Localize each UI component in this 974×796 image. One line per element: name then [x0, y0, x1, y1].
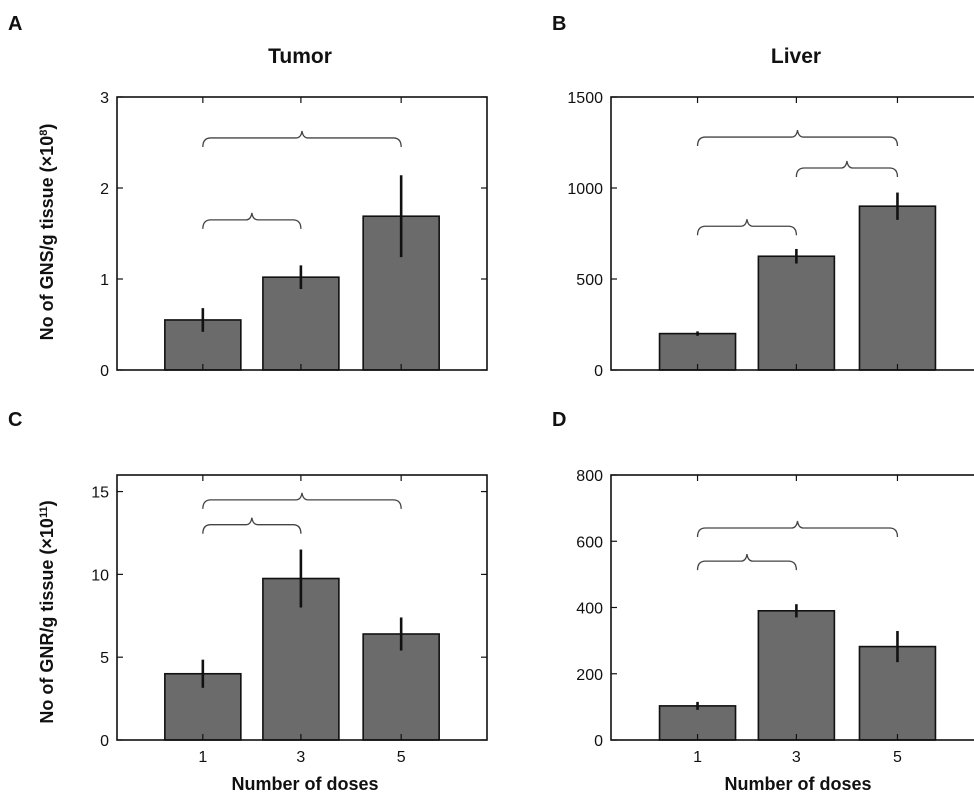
y-axis-label-top: No of GNS/g tissue (×108) — [37, 124, 57, 341]
y-tick-label-a: 1 — [100, 272, 109, 289]
significance-bracket-b-3-5 — [795, 160, 899, 178]
bar-b-3 — [757, 255, 836, 371]
x-axis-label-c: Number of doses — [231, 774, 378, 794]
panel-letter-d: D — [552, 409, 566, 431]
panel-letter-c: C — [8, 409, 22, 431]
y-tick-label-a: 2 — [100, 181, 109, 198]
panel-letter-a: A — [8, 13, 22, 35]
plot-tumor: 0 1 2 3 — [100, 90, 488, 380]
y-axis-label-bottom: No of GNR/g tissue (×1011) — [37, 500, 57, 723]
x-tick-label-d: 3 — [792, 749, 801, 766]
bar-d-3 — [757, 610, 836, 741]
y-tick-label-d: 0 — [594, 733, 603, 750]
bar-a-3 — [262, 276, 340, 371]
axes-frame-b — [610, 96, 974, 371]
y-tick-label-c: 5 — [100, 650, 109, 667]
y-tick-label-d: 600 — [576, 534, 603, 551]
x-tick-label-c: 3 — [296, 749, 305, 766]
axes-frame-a — [116, 96, 488, 371]
y-tick-label-b: 1500 — [567, 90, 603, 107]
y-tick-label-a: 0 — [100, 363, 109, 380]
x-tick-label-c: 1 — [198, 749, 207, 766]
panel-title-tumor: Tumor — [268, 45, 332, 68]
significance-bracket-d-1-5 — [696, 520, 899, 538]
y-tick-label-b: 500 — [576, 272, 603, 289]
significance-bracket-a-1-5 — [202, 130, 402, 147]
significance-bracket-b-1-3 — [696, 219, 798, 236]
y-tick-label-a: 3 — [100, 90, 109, 107]
x-tick-label-d: 1 — [693, 749, 702, 766]
panel-title-liver: Liver — [771, 45, 821, 68]
y-tick-label-d: 800 — [576, 468, 603, 485]
bar-b-5 — [858, 205, 937, 371]
x-tick-label-d: 5 — [893, 749, 902, 766]
significance-bracket-d-1-3 — [696, 554, 798, 571]
plot-gnr-liver: 0 200 400 600 800 1 3 5 — [576, 468, 974, 766]
significance-bracket-c-1-5 — [202, 492, 402, 509]
axes-frame-d — [610, 474, 974, 741]
x-axis-label-d: Number of doses — [724, 774, 871, 794]
y-tick-label-c: 10 — [91, 567, 109, 584]
y-tick-label-c: 15 — [91, 485, 109, 502]
panel-letter-b: B — [552, 13, 566, 35]
y-tick-label-d: 200 — [576, 667, 603, 684]
x-tick-label-c: 5 — [397, 749, 406, 766]
plot-gnr-tumor: 0 5 10 15 1 3 5 — [91, 474, 488, 766]
y-tick-label-d: 400 — [576, 601, 603, 618]
significance-bracket-a-1-3 — [202, 212, 302, 229]
significance-bracket-b-1-5 — [696, 129, 899, 147]
y-tick-label-c: 0 — [100, 733, 109, 750]
significance-bracket-c-1-3 — [202, 517, 302, 534]
y-tick-label-b: 1000 — [567, 181, 603, 198]
plot-liver: 0 500 1000 1500 — [567, 90, 974, 380]
y-tick-label-b: 0 — [594, 363, 603, 380]
axes-frame-c — [116, 474, 488, 741]
